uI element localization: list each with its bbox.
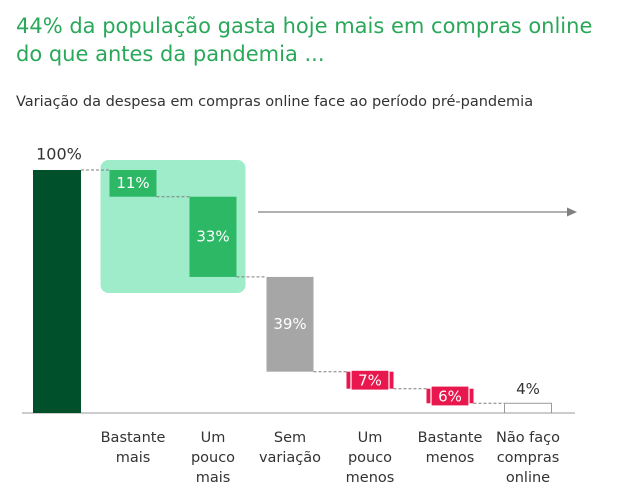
category-label-1-line-2: mais: [115, 450, 151, 466]
category-label-4-line-2: pouco: [347, 450, 393, 466]
page-title: 44% da população gasta hoje mais em comp…: [16, 12, 616, 68]
bar-label-2: 33%: [196, 227, 229, 245]
category-label-2-line-2: pouco: [190, 450, 236, 466]
category-label-3: Sem variação: [249, 428, 331, 468]
bar-label-box-4: [350, 369, 390, 391]
category-label-4-line-3: menos: [345, 470, 395, 486]
category-label-4: Um pouco menos: [329, 428, 411, 488]
category-label-3-line-1: Sem: [273, 430, 307, 446]
bar-label-5: 6%: [438, 387, 462, 405]
category-label-1-line-1: Bastante: [100, 430, 166, 446]
category-label-6-line-3: online: [505, 470, 551, 486]
bar-3: [266, 276, 314, 372]
trend-arrow-head: [567, 207, 577, 217]
bar-1: [109, 170, 157, 197]
bar-label-4: 7%: [358, 372, 382, 390]
category-label-2-line-3: mais: [195, 470, 231, 486]
total-bar-label: 100%: [36, 145, 82, 164]
category-label-4-line-1: Um: [357, 430, 383, 446]
bar-6: [504, 402, 552, 414]
category-label-6-line-1: Não faço: [495, 430, 561, 446]
bar-label-3: 39%: [273, 315, 306, 333]
category-label-1: Bastante mais: [92, 428, 174, 468]
category-label-2-line-1: Um: [200, 430, 226, 446]
title-line-2: do que antes da pandemia ...: [16, 42, 325, 66]
chart-subtitle: Variação da despesa em compras online fa…: [16, 94, 534, 110]
category-label-5: Bastante menos: [409, 428, 491, 468]
category-label-5-line-2: menos: [425, 450, 475, 466]
bar-2: [189, 196, 237, 277]
category-label-3-line-2: variação: [258, 450, 322, 466]
bar-label-6: 4%: [516, 380, 540, 398]
title-line-1: 44% da população gasta hoje mais em comp…: [16, 14, 593, 38]
category-label-6-line-2: compras: [496, 450, 560, 466]
category-label-5-line-1: Bastante: [417, 430, 483, 446]
total-bar: [33, 170, 81, 413]
bar-label-box-5: [430, 385, 470, 407]
bar-label-1: 11%: [116, 174, 149, 192]
category-label-2: Um pouco mais: [172, 428, 254, 488]
category-label-6: Não faço compras online: [487, 428, 569, 488]
